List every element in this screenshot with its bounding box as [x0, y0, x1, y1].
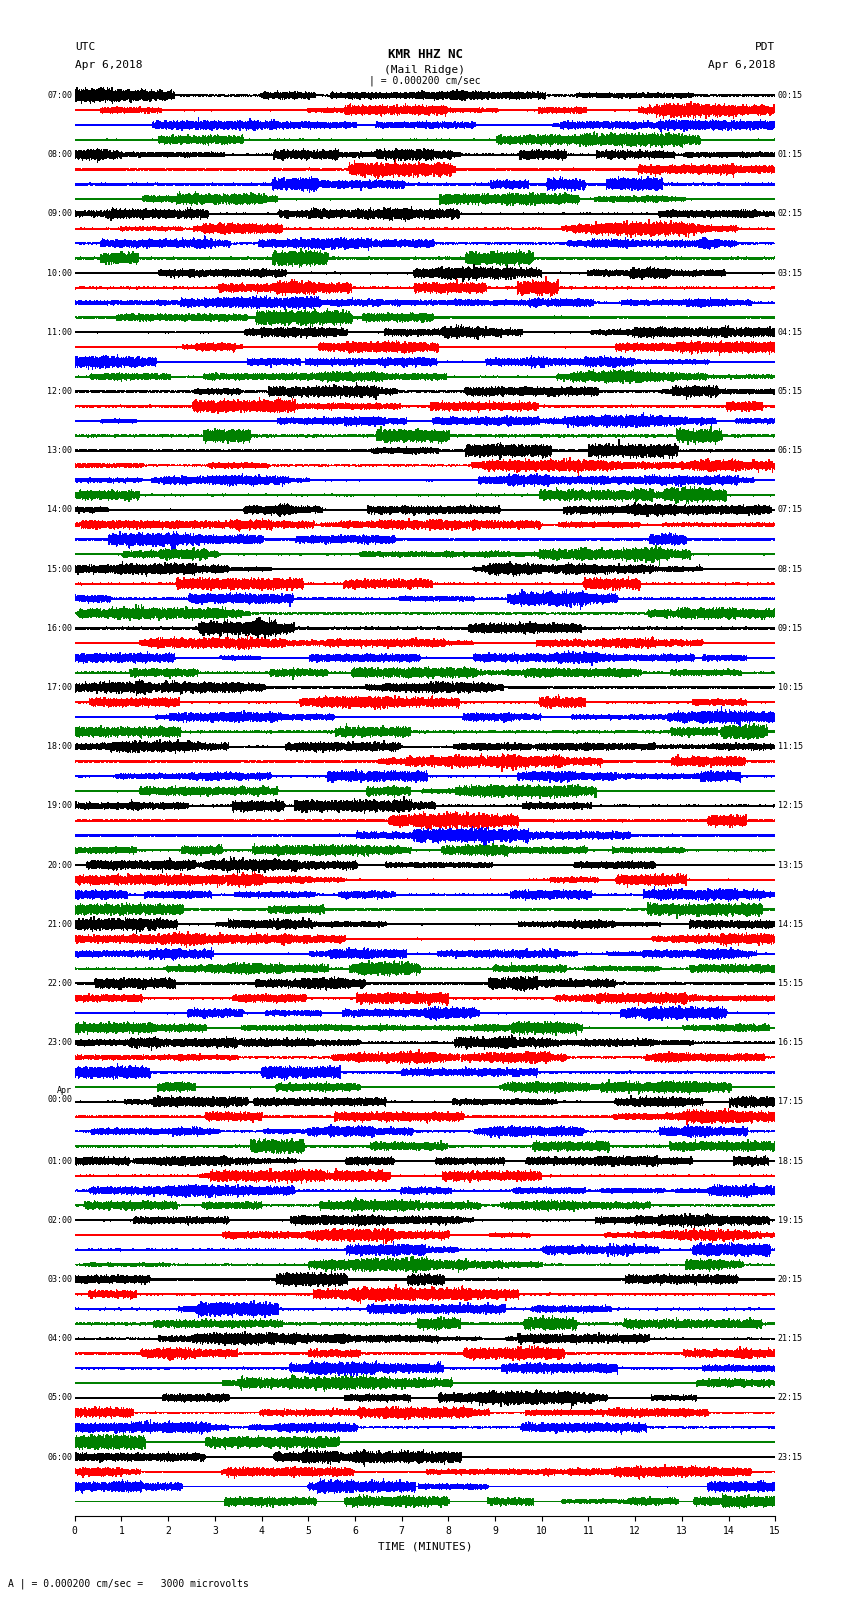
Text: 01:15: 01:15 [778, 150, 802, 160]
Text: 04:00: 04:00 [48, 1334, 72, 1344]
Text: Apr 6,2018: Apr 6,2018 [708, 60, 775, 69]
Text: 19:15: 19:15 [778, 1216, 802, 1224]
Text: 14:15: 14:15 [778, 919, 802, 929]
Text: Apr: Apr [57, 1087, 72, 1095]
Text: 20:00: 20:00 [48, 860, 72, 869]
Text: 04:15: 04:15 [778, 327, 802, 337]
Text: 06:00: 06:00 [48, 1453, 72, 1461]
Text: Apr 6,2018: Apr 6,2018 [75, 60, 142, 69]
Text: 20:15: 20:15 [778, 1274, 802, 1284]
Text: 13:15: 13:15 [778, 860, 802, 869]
Text: 10:00: 10:00 [48, 268, 72, 277]
Text: 23:15: 23:15 [778, 1453, 802, 1461]
Text: 22:00: 22:00 [48, 979, 72, 987]
Text: UTC: UTC [75, 42, 95, 52]
Text: 00:15: 00:15 [778, 90, 802, 100]
Text: 11:15: 11:15 [778, 742, 802, 752]
Text: 07:00: 07:00 [48, 90, 72, 100]
Text: 17:15: 17:15 [778, 1097, 802, 1107]
Text: 01:00: 01:00 [48, 1157, 72, 1166]
Text: KMR HHZ NC: KMR HHZ NC [388, 48, 462, 61]
Text: | = 0.000200 cm/sec: | = 0.000200 cm/sec [369, 76, 481, 87]
X-axis label: TIME (MINUTES): TIME (MINUTES) [377, 1542, 473, 1552]
Text: 05:00: 05:00 [48, 1394, 72, 1402]
Text: 10:15: 10:15 [778, 682, 802, 692]
Text: 03:15: 03:15 [778, 268, 802, 277]
Text: 02:15: 02:15 [778, 210, 802, 218]
Text: 06:15: 06:15 [778, 447, 802, 455]
Text: 11:00: 11:00 [48, 327, 72, 337]
Text: 07:15: 07:15 [778, 505, 802, 515]
Text: 15:15: 15:15 [778, 979, 802, 987]
Text: 08:00: 08:00 [48, 150, 72, 160]
Text: 13:00: 13:00 [48, 447, 72, 455]
Text: 16:00: 16:00 [48, 624, 72, 632]
Text: 09:00: 09:00 [48, 210, 72, 218]
Text: 00:00: 00:00 [48, 1095, 72, 1105]
Text: 19:00: 19:00 [48, 802, 72, 810]
Text: 09:15: 09:15 [778, 624, 802, 632]
Text: 23:00: 23:00 [48, 1039, 72, 1047]
Text: 05:15: 05:15 [778, 387, 802, 395]
Text: 15:00: 15:00 [48, 565, 72, 574]
Text: 14:00: 14:00 [48, 505, 72, 515]
Text: (Mail Ridge): (Mail Ridge) [384, 65, 466, 74]
Text: 03:00: 03:00 [48, 1274, 72, 1284]
Text: 12:15: 12:15 [778, 802, 802, 810]
Text: 16:15: 16:15 [778, 1039, 802, 1047]
Text: 17:00: 17:00 [48, 682, 72, 692]
Text: A | = 0.000200 cm/sec =   3000 microvolts: A | = 0.000200 cm/sec = 3000 microvolts [8, 1578, 249, 1589]
Text: 02:00: 02:00 [48, 1216, 72, 1224]
Text: 12:00: 12:00 [48, 387, 72, 395]
Text: PDT: PDT [755, 42, 775, 52]
Text: 18:15: 18:15 [778, 1157, 802, 1166]
Text: 21:00: 21:00 [48, 919, 72, 929]
Text: 08:15: 08:15 [778, 565, 802, 574]
Text: 18:00: 18:00 [48, 742, 72, 752]
Text: 22:15: 22:15 [778, 1394, 802, 1402]
Text: 21:15: 21:15 [778, 1334, 802, 1344]
